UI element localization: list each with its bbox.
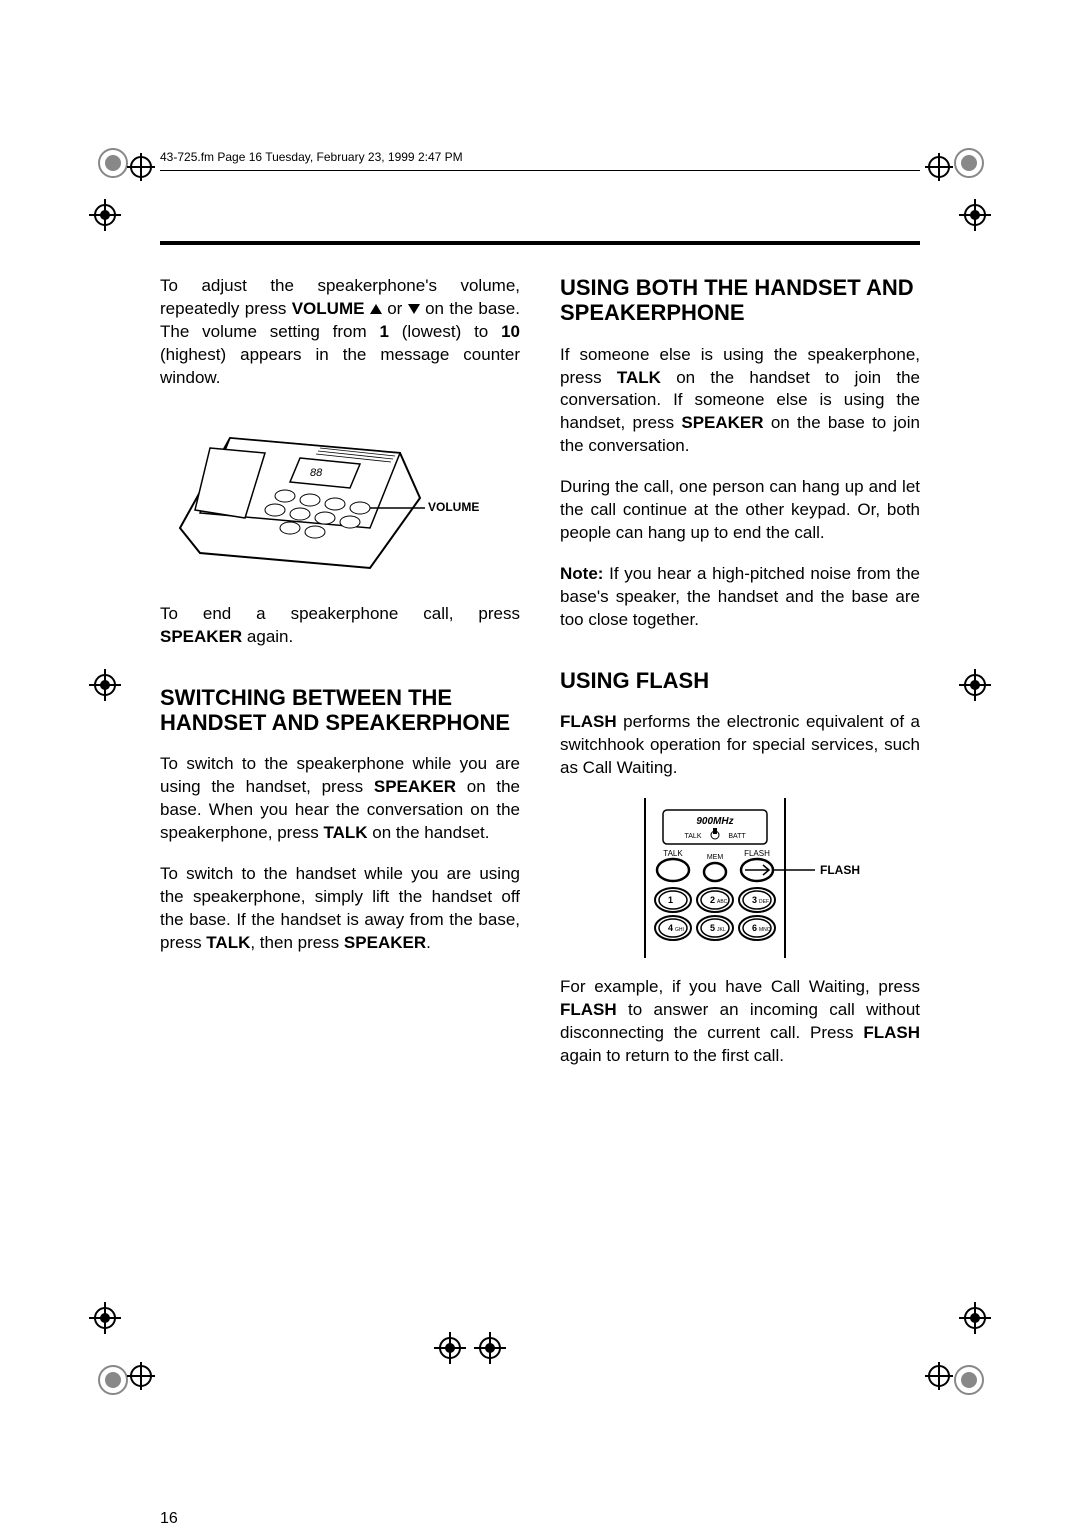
para: To adjust the speakerphone's volume, rep… — [160, 275, 520, 390]
svg-text:GHI: GHI — [675, 927, 684, 933]
figure-handset: 900MHz TALK BATT TALK MEM FLASH — [560, 798, 920, 958]
text-bold: FLASH — [560, 1000, 617, 1019]
rule-thin — [160, 170, 920, 171]
svg-text:ABC: ABC — [717, 899, 728, 905]
text-bold: SPEAKER — [681, 413, 763, 432]
heading-switching: SWITCHING BETWEEN THE HANDSET AND SPEAKE… — [160, 685, 520, 736]
text-bold: 1 — [379, 322, 388, 341]
text: To end a speakerphone call, press — [160, 604, 520, 623]
text-bold: 10 — [501, 322, 520, 341]
text-bold: TALK — [324, 823, 368, 842]
right-column: USING BOTH THE HANDSET AND SPEAKERPHONE … — [560, 275, 920, 1068]
heading-using-flash: USING FLASH — [560, 668, 920, 693]
svg-text:DEF: DEF — [759, 899, 769, 905]
text: on the handset. — [368, 823, 490, 842]
btn-label-flash: FLASH — [744, 849, 770, 858]
para: Note: If you hear a high-pitched noise f… — [560, 563, 920, 632]
crop-mark — [85, 1298, 125, 1338]
svg-text:3: 3 — [752, 895, 757, 905]
text-bold: TALK — [617, 368, 661, 387]
btn-label-talk: TALK — [663, 849, 683, 858]
text: or — [382, 299, 408, 318]
svg-text:MNO: MNO — [759, 927, 771, 933]
svg-text:6: 6 — [752, 923, 757, 933]
para: SPEAKER again. — [160, 626, 520, 649]
text: For example, if you have Call Waiting, p… — [560, 977, 920, 996]
up-triangle-icon — [370, 304, 382, 314]
text: (lowest) to — [389, 322, 501, 341]
text-bold: Note: — [560, 564, 603, 583]
crop-mark — [955, 195, 995, 235]
text: , then press — [250, 933, 344, 952]
para: To switch to the speakerphone while you … — [160, 753, 520, 845]
crop-mark — [430, 1328, 470, 1368]
svg-text:JKL: JKL — [717, 927, 726, 933]
figure-base-unit: 88 — [160, 408, 520, 585]
crop-mark — [955, 1298, 995, 1338]
crop-mark — [955, 665, 995, 705]
text: . — [426, 933, 431, 952]
svg-text:2: 2 — [710, 895, 715, 905]
down-triangle-icon — [408, 304, 420, 314]
text: again. — [242, 627, 293, 646]
figure-callout-flash: FLASH — [820, 863, 860, 877]
text-bold: FLASH — [560, 712, 617, 731]
svg-text:4: 4 — [668, 923, 673, 933]
heading-using-both: USING BOTH THE HANDSET AND SPEAKERPHONE — [560, 275, 920, 326]
para: To end a speakerphone call, press — [160, 603, 520, 626]
para: To switch to the handset while you are u… — [160, 863, 520, 955]
handset-talk-label: TALK — [685, 833, 702, 840]
text-bold: VOLUME — [292, 299, 365, 318]
page-number: 16 — [160, 1510, 178, 1528]
text-bold: SPEAKER — [160, 627, 242, 646]
svg-text:5: 5 — [710, 923, 715, 933]
text-bold: SPEAKER — [374, 777, 456, 796]
rule-thick — [160, 241, 920, 245]
text-bold: TALK — [206, 933, 250, 952]
para: For example, if you have Call Waiting, p… — [560, 976, 920, 1068]
para: During the call, one person can hang up … — [560, 476, 920, 545]
crop-mark — [925, 1338, 985, 1398]
crop-mark — [470, 1328, 510, 1368]
text-bold: FLASH — [863, 1023, 920, 1042]
crop-mark — [85, 195, 125, 235]
text: again to return to the first call. — [560, 1046, 784, 1065]
para: FLASH performs the electronic equivalent… — [560, 711, 920, 780]
handset-batt-label: BATT — [728, 833, 746, 840]
crop-mark — [95, 1338, 155, 1398]
text-bold: SPEAKER — [344, 933, 426, 952]
text: If you hear a high-pitched noise from th… — [560, 564, 920, 629]
para: If someone else is using the speakerphon… — [560, 344, 920, 459]
svg-text:1: 1 — [668, 895, 673, 905]
text: (highest) appears in the message counter… — [160, 345, 520, 387]
svg-text:88: 88 — [310, 467, 323, 479]
crop-mark — [85, 665, 125, 705]
handset-title: 900MHz — [696, 816, 733, 827]
page-header: 43-725.fm Page 16 Tuesday, February 23, … — [160, 150, 920, 164]
btn-label-mem: MEM — [707, 854, 724, 861]
figure-callout-volume: VOLUME — [428, 500, 479, 514]
left-column: To adjust the speakerphone's volume, rep… — [160, 275, 520, 1068]
